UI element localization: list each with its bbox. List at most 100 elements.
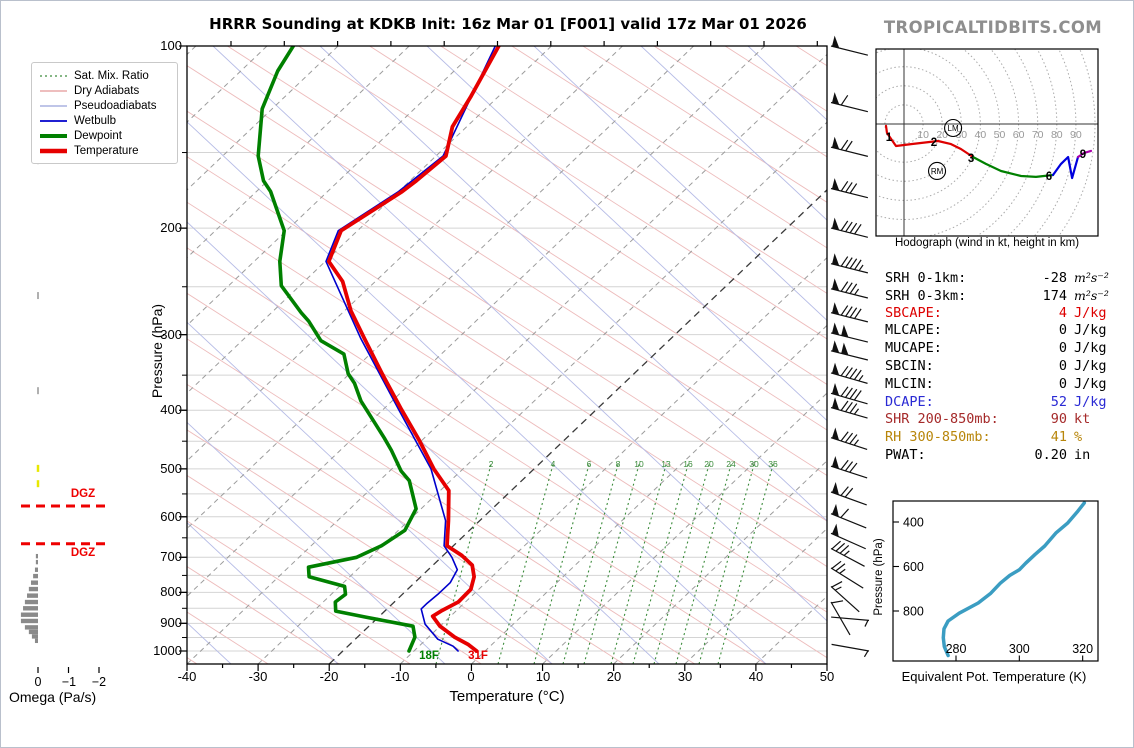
mixing-ratio-line — [497, 460, 555, 664]
stat-row: SBCAPE: 4 J/kg — [885, 305, 1123, 323]
stat-row: MUCAPE: 0 J/kg — [885, 340, 1123, 358]
pressure-tick-label: 800 — [160, 584, 182, 599]
surface-dewpoint-label: 18F — [419, 650, 439, 662]
mixing-ratio-line — [698, 460, 756, 664]
dgz-label-upper: DGZ — [70, 488, 96, 500]
stat-label: SBCAPE: — [885, 304, 942, 321]
hodograph-ring-label: 30 — [955, 129, 967, 141]
omega-bar — [20, 618, 38, 624]
pseudoadiabat-line — [187, 221, 660, 664]
legend-line-sample — [40, 104, 67, 107]
hodograph-caption: Hodograph (wind in kt, height in km) — [894, 237, 1080, 249]
stat-unit: J/kg — [1074, 357, 1107, 374]
legend-item-label: Temperature — [74, 144, 139, 157]
temperature-tick-label: 50 — [819, 669, 835, 684]
thetae-tick-label: 320 — [1072, 642, 1093, 656]
mixing-ratio-line — [653, 460, 711, 664]
thetae-frame — [892, 500, 1099, 662]
stat-value: -28 — [1042, 270, 1067, 286]
stat-value: 0.20 — [1034, 446, 1067, 463]
stat-row: SHR 200-850mb: 90 kt — [885, 411, 1123, 429]
pseudoadiabat-line — [212, 46, 827, 622]
dewpoint-curve — [256, 46, 418, 653]
mixing-ratio-label: 4 — [551, 459, 556, 469]
hodograph-ring-label: 10 — [917, 129, 929, 141]
pseudoadiabat-line — [187, 522, 339, 664]
wind-barb — [830, 482, 867, 506]
legend-item-label: Dewpoint — [74, 129, 122, 142]
temperature-tick-label: 30 — [677, 669, 693, 684]
hodograph-ring-label: 90 — [1070, 129, 1082, 141]
omega-bar — [28, 629, 38, 635]
omega-bar — [34, 638, 38, 644]
hodograph-ring-label: 60 — [1013, 129, 1025, 141]
stat-label: RH 300-850mb: — [885, 429, 991, 446]
mixing-ratio-label: 30 — [749, 459, 759, 469]
pseudoadiabat-line — [319, 46, 827, 522]
hodograph-frame — [875, 48, 1099, 237]
stat-row: PWAT: 0.20 in — [885, 447, 1123, 465]
stat-value: 90 — [1050, 411, 1067, 428]
pseudoadiabat-line — [187, 121, 767, 664]
stat-label: MUCAPE: — [885, 340, 942, 357]
stat-unit: J/kg — [1074, 375, 1107, 392]
mixing-ratio-line — [632, 460, 690, 664]
stat-unit: m²s⁻² — [1074, 270, 1109, 285]
stat-row: SRH 0-1km: -28 m²s⁻² — [885, 269, 1123, 287]
temperature-tick-label: -40 — [177, 669, 197, 684]
pressure-tick-label: 1000 — [153, 643, 182, 658]
mixing-ratio-line — [717, 460, 775, 664]
wind-barb — [830, 560, 864, 589]
watermark: TROPICALTIDBITS.COM — [883, 18, 1103, 37]
mixing-ratio-label: 10 — [634, 459, 644, 469]
stat-label: SHR 200-850mb: — [885, 411, 999, 428]
hodograph-ring-label: 50 — [994, 129, 1006, 141]
pressure-tick-label: 100 — [160, 38, 182, 53]
legend-line-sample — [40, 148, 67, 153]
omega-bar — [24, 599, 38, 605]
stat-unit: in — [1074, 446, 1091, 463]
stat-value: 0 — [1058, 322, 1067, 339]
wind-barb — [831, 643, 870, 658]
pressure-tick-label: 600 — [160, 509, 182, 524]
wind-barb — [830, 302, 869, 323]
mixing-ratio-label: 2 — [489, 459, 494, 469]
storm-motion-marker-RM: RM — [931, 167, 944, 176]
thetae-pressure-tick-label: 600 — [903, 560, 924, 574]
omega-bar — [20, 612, 38, 617]
omega-bar — [30, 580, 38, 585]
mixing-ratio-label: 6 — [587, 459, 592, 469]
mixing-ratio-label: 24 — [726, 459, 736, 469]
wind-barb — [830, 503, 867, 529]
pseudoadiabat-line — [187, 422, 446, 664]
legend-item: Sat. Mix. Ratio — [40, 68, 169, 83]
legend-line-sample — [40, 119, 67, 122]
thetae-pressure-axis-label: Pressure (hPa) — [873, 538, 885, 616]
pressure-tick-label: 500 — [160, 461, 182, 476]
temperature-tick-label: -30 — [248, 669, 268, 684]
hodograph-height-label: 2 — [931, 137, 937, 149]
pressure-tick-label: 200 — [160, 220, 182, 235]
stat-label: DCAPE: — [885, 393, 934, 410]
mixing-ratio-label: 20 — [704, 459, 714, 469]
wetbulb-curve — [325, 46, 497, 652]
omega-bar — [35, 559, 38, 565]
wind-barb — [830, 427, 868, 451]
hodograph-height-label: 1 — [886, 132, 893, 144]
mixing-ratio-label: 13 — [661, 459, 671, 469]
temperature-tick-label: -10 — [390, 669, 410, 684]
isotherm-line — [328, 189, 827, 664]
omega-bar — [23, 606, 38, 611]
isotherm-line — [257, 121, 827, 664]
hodograph-trace-0-3km — [884, 124, 975, 159]
hodograph-trace-9km+ — [1076, 149, 1093, 159]
legend-item-label: Dry Adiabats — [74, 84, 140, 97]
wind-barb — [830, 397, 868, 419]
wind-barb — [830, 217, 869, 238]
omega-bar — [27, 593, 38, 598]
hodograph-ring-label: 20 — [936, 129, 948, 141]
pseudoadiabat-line — [640, 46, 827, 221]
pseudoadiabat-line — [187, 321, 553, 664]
legend-item-label: Wetbulb — [74, 114, 116, 127]
